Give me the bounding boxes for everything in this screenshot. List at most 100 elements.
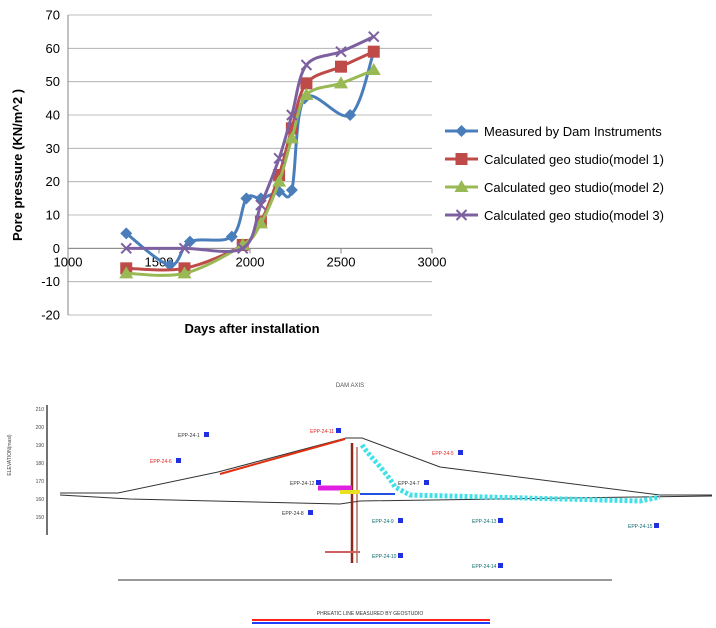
data-point [300,59,313,71]
dam-outline-upper [60,437,712,496]
instrument-marker [316,480,321,485]
series-3 [119,63,381,279]
y-tick-label: -20 [41,308,60,323]
data-point [273,152,285,165]
elevation-tick-label: 210 [36,407,45,413]
x-tick-label: 3000 [418,254,447,269]
data-point [366,63,381,75]
instrument-marker [398,518,403,523]
instrument-label: EPP-24-9 [372,519,394,525]
elevation-tick-label: 150 [36,515,45,521]
data-point [253,216,268,229]
y-tick-label: 70 [46,8,60,23]
data-point [177,266,192,279]
instrument-marker [308,510,313,515]
y-tick-label: 50 [46,74,60,89]
instrument-marker [498,563,503,568]
instrument-label: EPP-24-5 [432,451,454,457]
data-point [120,227,133,240]
legend-entry: Measured by Dam Instruments [445,124,662,139]
instrument-label: EPP-24-1 [178,433,200,439]
instrument-label: EPP-24-11 [310,429,334,435]
instrument-marker [176,458,181,463]
instrument-marker [424,480,429,485]
data-point [368,30,380,43]
diagram-legend-text: PHREATIC LINE MEASURED BY GEOSTUDIO [317,611,424,617]
data-point [344,109,357,121]
instrument-label: EPP-24-13 [472,519,497,525]
data-point [285,184,298,196]
data-point [272,174,287,187]
data-point [119,266,134,279]
dam-outline-lower [59,494,713,505]
data-point [163,259,176,271]
instrument-marker [498,518,503,523]
data-point [334,76,348,89]
elevation-tick-label: 200 [36,425,45,431]
x-tick-label: 2500 [327,254,356,269]
instrument-marker [398,553,403,558]
y-tick-label: 60 [46,41,60,56]
data-point [237,242,249,255]
instrument-label: EPP-24-15 [628,524,653,530]
instrument-label: EPP-24-12 [290,481,315,487]
elevation-tick-label: 190 [36,443,45,449]
legend-entry: Calculated geo studio(model 2) [445,180,664,195]
y-tick-label: 30 [46,141,60,156]
elevation-tick-label: 160 [36,497,45,503]
x-tick-label: 1000 [54,254,83,269]
data-point [335,60,347,73]
data-point [335,45,347,58]
elevation-ticks: 210 200 190 180 170 160 150 [36,407,45,521]
legend-marker [455,153,468,165]
data-point [367,45,380,58]
legend-label: Calculated geo studio(model 1) [484,152,664,167]
instrument-label: EPP-24-8 [282,511,304,517]
y-tick-label: -10 [41,274,60,289]
data-point [120,242,132,255]
diagram-title: DAM AXIS [336,383,364,389]
data-point [178,242,191,255]
instrument-marker [204,432,209,437]
legend: Measured by Dam Instruments Calculated ge… [445,124,664,223]
elevation-axis-label: ELEVATION(masl) [7,434,13,476]
series-4 [120,30,380,255]
data-point [240,192,253,205]
legend-entry: Calculated geo studio(model 1) [445,152,664,167]
legend-marker [455,125,468,137]
y-tick-label: 10 [46,208,60,223]
legend-label: Calculated geo studio(model 3) [484,208,664,223]
legend-entry: Calculated geo studio(model 3) [445,208,664,223]
data-point [286,109,298,121]
series-layer [119,30,381,279]
y-tick-label: 40 [46,108,60,123]
instrument-label: EPP-24-14 [472,564,497,570]
legend-marker [455,209,468,221]
elevation-tick-label: 170 [36,479,45,485]
data-point [299,88,314,100]
instrument-label: EPP-24-7 [398,481,420,487]
y-tick-label: 0 [53,241,60,256]
elevation-tick-label: 180 [36,461,45,467]
dam-cross-section-diagram: DAM AXIS ELEVATION(masl) 210 200 190 180 170… [7,383,713,624]
instrument-marker [336,428,341,433]
phreatic-band [359,443,661,504]
y-axis-label: Pore pressure (KN/m^2 ) [10,89,25,241]
instrument-labels: EPP-24-1 EPP-24-11 EPP-24-5 EPP-24-6 EPP-24-… [150,428,659,570]
legend-marker [454,180,469,192]
legend-label: Calculated geo studio(model 2) [484,180,664,195]
upstream-slope-red [219,438,346,475]
data-point [284,131,299,144]
data-point [300,77,313,90]
instrument-label: EPP-24-10 [372,554,397,560]
x-axis-label: Days after installation [184,321,319,336]
data-point [225,230,238,243]
data-point [255,199,267,211]
x-tick-label: 2000 [236,254,265,269]
legend-label: Measured by Dam Instruments [484,124,662,139]
instrument-marker [654,523,659,528]
instrument-label: EPP-24-6 [150,459,172,465]
instrument-marker [458,450,463,455]
